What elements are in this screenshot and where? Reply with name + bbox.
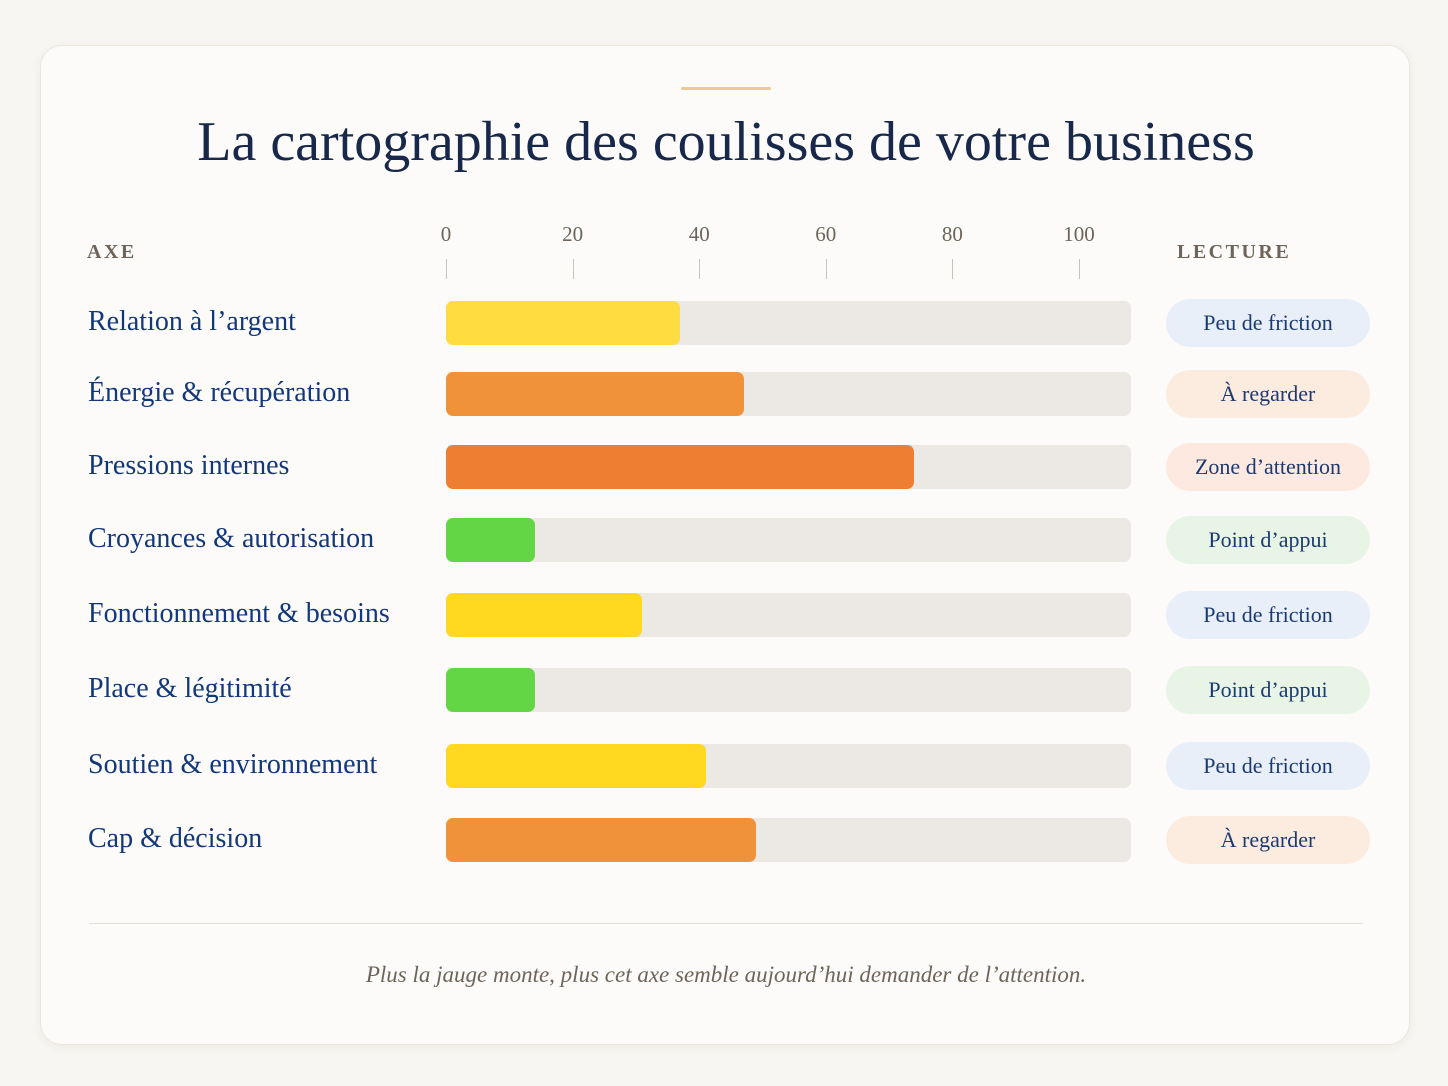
x-tick-label: 100 xyxy=(1063,222,1095,246)
bar xyxy=(446,372,744,416)
x-tick-mark xyxy=(1079,259,1080,279)
footnote: Plus la jauge monte, plus cet axe semble… xyxy=(365,962,1087,987)
reading-badge: Peu de friction xyxy=(1166,742,1370,790)
reading-badge: À regarder xyxy=(1166,816,1370,864)
category-label: Énergie & récupération xyxy=(88,377,351,408)
reading-badge: Zone d’attention xyxy=(1166,443,1370,491)
category-label: Cap & décision xyxy=(88,823,263,854)
chart-title: La cartographie des coulisses de votre b… xyxy=(197,111,1255,173)
x-tick-label: 20 xyxy=(562,222,584,246)
bar-track xyxy=(446,668,1131,712)
category-label: Place & légitimité xyxy=(88,673,292,704)
x-tick-mark xyxy=(825,259,827,279)
bar xyxy=(446,301,681,345)
title-accent-line xyxy=(681,87,771,90)
reading-badge: Peu de friction xyxy=(1166,299,1370,347)
x-tick-label: 60 xyxy=(815,222,837,246)
bar-track xyxy=(446,445,1131,489)
x-tick-mark xyxy=(446,259,447,279)
x-tick-mark xyxy=(572,259,574,279)
reading-column-header: LECTURE xyxy=(1177,241,1292,263)
bar-track xyxy=(446,818,1131,862)
axis-column-header: AXE xyxy=(87,241,137,263)
bar-track xyxy=(446,593,1131,637)
reading-badge: Peu de friction xyxy=(1166,591,1370,639)
category-label: Fonctionnement & besoins xyxy=(88,598,390,629)
bar-track xyxy=(446,518,1131,562)
bar xyxy=(446,744,706,788)
bar xyxy=(446,668,535,712)
bar-track xyxy=(446,372,1131,416)
x-tick-label: 80 xyxy=(941,222,963,246)
category-label: Soutien & environnement xyxy=(88,749,378,780)
footer-divider xyxy=(89,923,1363,924)
reading-badge: Point d’appui xyxy=(1166,666,1370,714)
bar-track xyxy=(446,744,1131,788)
x-tick-label: 40 xyxy=(688,222,710,246)
x-tick-mark xyxy=(952,259,954,279)
x-tick-label: 0 xyxy=(440,222,452,246)
bar xyxy=(446,818,757,862)
bar xyxy=(446,518,535,562)
reading-badge: À regarder xyxy=(1166,370,1370,418)
category-label: Relation à l’argent xyxy=(88,306,296,337)
bar xyxy=(446,445,915,489)
category-label: Croyances & autorisation xyxy=(88,523,375,554)
chart-card: La cartographie des coulisses de votre b… xyxy=(40,45,1410,1045)
category-label: Pressions internes xyxy=(88,450,290,481)
x-tick-mark xyxy=(699,259,701,279)
bar xyxy=(446,593,643,637)
reading-badge: Point d’appui xyxy=(1166,516,1370,564)
bar-track xyxy=(446,301,1131,345)
